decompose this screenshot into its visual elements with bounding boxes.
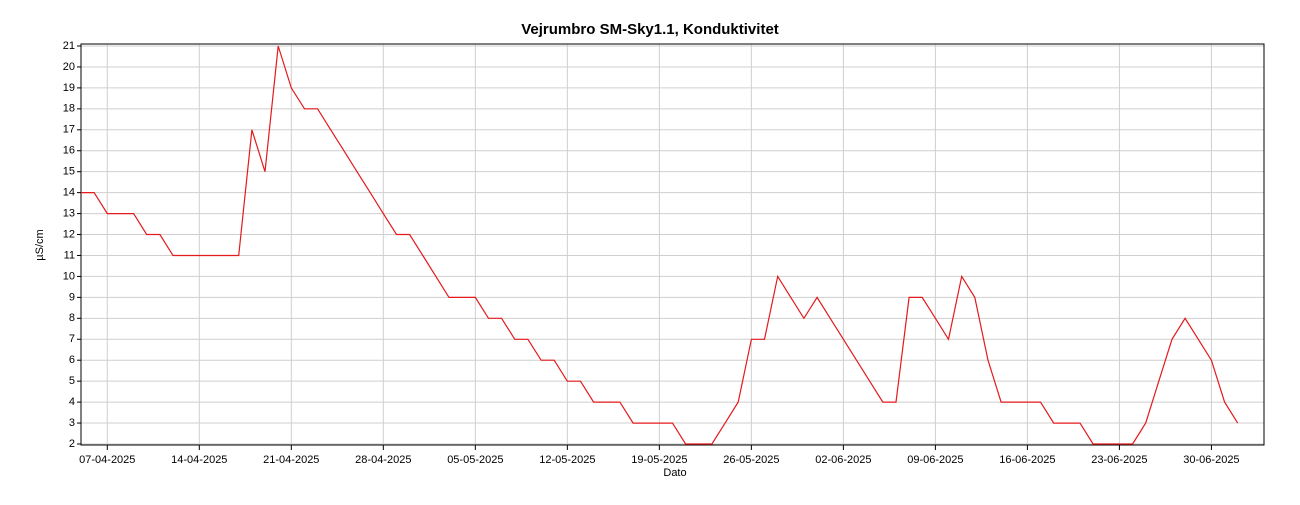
y-tick-label: 17 [63,124,75,136]
chart-title: Vejrumbro SM-Sky1.1, Konduktivitet [521,21,779,38]
y-tick-label: 7 [69,333,75,345]
y-tick-label: 10 [63,270,75,282]
plot-frame [80,43,1265,446]
x-tick-label: 07-04-2025 [79,454,135,466]
x-tick-label: 14-04-2025 [171,454,227,466]
x-tick-label: 28-04-2025 [355,454,411,466]
y-tick-label: 3 [69,417,75,429]
x-tick-label: 21-04-2025 [263,454,319,466]
y-tick-label: 6 [69,354,75,366]
y-tick-label: 13 [63,207,75,219]
y-tick-label: 16 [63,145,75,157]
x-tick-label: 12-05-2025 [539,454,595,466]
data-line [81,45,1239,445]
y-tick-label: 2 [69,438,75,450]
y-tick-label: 11 [64,249,75,261]
y-tick-label: 20 [63,61,75,73]
x-axis-label: Dato [663,467,686,479]
x-tick-label: 19-05-2025 [631,454,687,466]
y-tick-label: 5 [69,375,75,387]
y-tick-label: 19 [63,82,75,94]
x-tick-label: 02-06-2025 [815,454,871,466]
x-tick-label: 26-05-2025 [723,454,779,466]
x-tick-label: 23-06-2025 [1091,454,1147,466]
y-tick-label: 9 [69,291,75,303]
x-tick-label: 30-06-2025 [1183,454,1239,466]
y-tick-label: 4 [69,396,75,408]
y-tick-label: 12 [63,228,75,240]
x-tick-label: 09-06-2025 [907,454,963,466]
plot-area [81,44,1264,445]
y-tick-label: 14 [63,187,75,199]
y-tick-label: 18 [63,103,75,115]
y-tick-label: 21 [63,40,75,52]
x-tick-label: 05-05-2025 [447,454,503,466]
y-tick-label: 15 [63,166,75,178]
x-tick-label: 16-06-2025 [999,454,1055,466]
y-tick-label: 8 [69,312,75,324]
y-axis-label: µS/cm [34,229,46,260]
